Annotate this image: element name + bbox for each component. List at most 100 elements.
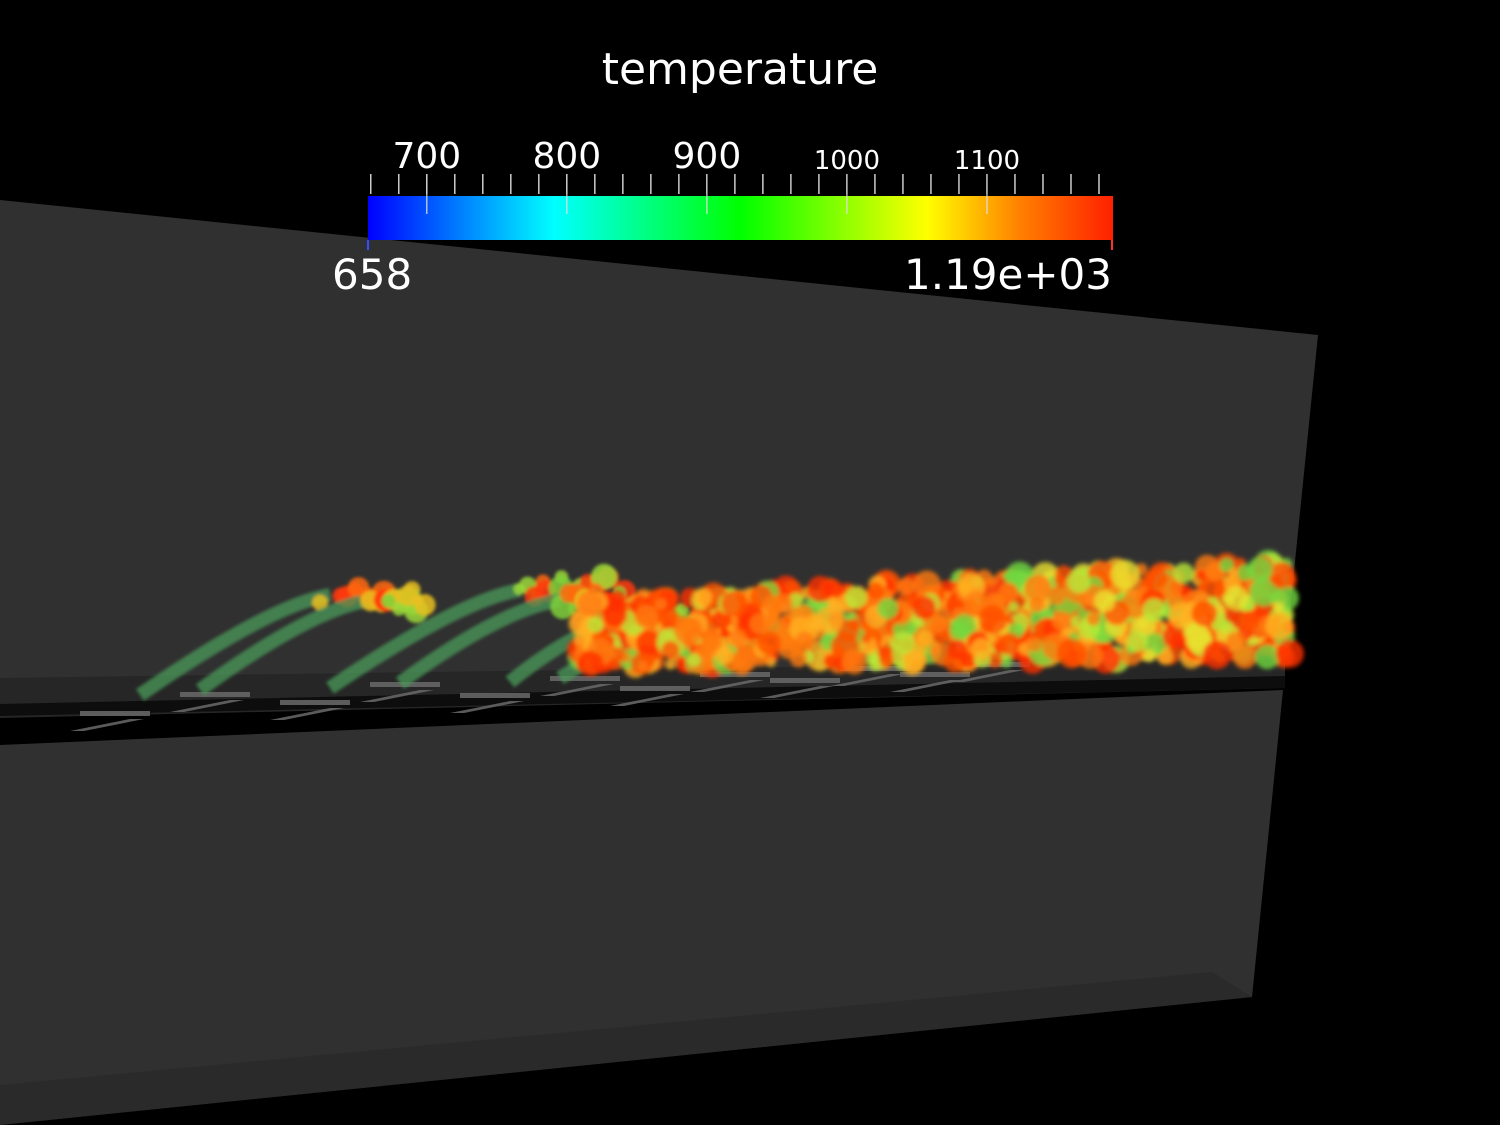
flame-region	[566, 549, 1304, 678]
jet-blob	[397, 585, 418, 606]
flame-blob	[997, 632, 1020, 655]
tick-label: 700	[392, 136, 462, 177]
flame-blob	[789, 649, 808, 668]
injector-port	[170, 700, 244, 712]
flame-blob	[1223, 585, 1249, 611]
flame-blob	[661, 640, 680, 660]
flame-blob	[1142, 598, 1166, 623]
flame-blob	[1094, 590, 1116, 612]
flame-blob	[729, 629, 747, 647]
flame-blob	[913, 570, 941, 599]
flame-blob	[1273, 601, 1285, 613]
flame-blob	[958, 580, 972, 593]
injector-port	[70, 719, 144, 731]
flame-blob	[848, 618, 861, 631]
flame-blob	[795, 631, 814, 649]
flame-blob	[1191, 600, 1218, 627]
flame-blob	[1265, 612, 1294, 640]
injector-port	[360, 690, 434, 702]
jet-plume	[395, 593, 562, 689]
scalar-bar-title: temperature	[601, 44, 879, 95]
flame-blob	[1056, 638, 1087, 669]
flame-blob	[692, 587, 713, 608]
flame-blob	[732, 647, 758, 672]
injector-port-bar	[180, 692, 250, 697]
flame-blob	[897, 577, 915, 596]
flame-blob	[903, 650, 926, 673]
flame-blob	[686, 653, 701, 667]
jet-plume	[326, 583, 522, 694]
flame-blob	[674, 616, 704, 646]
domain-back-wall	[0, 200, 1318, 680]
flame-blob	[978, 604, 1008, 634]
flame-blob	[1183, 622, 1210, 650]
flame-blob	[1168, 602, 1196, 629]
flame-blob	[749, 613, 771, 635]
flame-blob	[878, 652, 895, 668]
jet-plume	[195, 593, 372, 696]
flame-blob	[1226, 631, 1245, 651]
flame-blob	[1051, 611, 1072, 631]
flame-blob	[949, 619, 971, 641]
flame-blob	[665, 659, 676, 670]
injector-port-bar	[280, 700, 350, 705]
flame-blob	[1026, 637, 1042, 652]
scalar-bar-ticks	[370, 174, 1100, 214]
flame-blob	[1228, 567, 1239, 578]
injector-port-bar	[620, 686, 690, 691]
flame-blob	[1169, 632, 1187, 650]
flame-blob	[1023, 574, 1052, 603]
flame-blob	[1008, 601, 1019, 612]
injector-port	[690, 680, 764, 692]
flame-blob	[987, 575, 999, 587]
scalar-bar	[367, 174, 1113, 250]
injector-port	[830, 674, 904, 686]
flame-blob	[715, 646, 734, 665]
jet-blob	[414, 593, 436, 616]
injector-port	[950, 670, 1024, 682]
flame-blob	[1275, 639, 1304, 668]
injector-port	[890, 680, 964, 692]
flame-blob	[772, 593, 793, 614]
flame-blob	[757, 631, 781, 655]
flame-blob	[823, 654, 838, 669]
jet-blob	[591, 563, 617, 590]
tick-label: 1100	[953, 146, 1021, 176]
flame-blob	[655, 598, 667, 610]
flame-blob	[890, 631, 915, 656]
flame-blob	[1268, 562, 1296, 589]
flame-blob	[947, 639, 968, 660]
colormap-bar	[368, 196, 1113, 240]
flame-blob	[1146, 567, 1168, 589]
injector-port	[760, 686, 834, 698]
tick-label: 900	[672, 136, 742, 177]
flame-blob	[970, 638, 992, 660]
flame-blob	[867, 581, 885, 600]
flame-blob	[577, 650, 604, 677]
flame-blob	[844, 586, 868, 609]
flame-blob	[1116, 633, 1129, 646]
flame-blob	[1142, 648, 1156, 663]
flame-blob	[1254, 644, 1280, 670]
flame-blob	[998, 582, 1019, 603]
injector-port-bar	[80, 711, 150, 716]
injector-port	[450, 701, 524, 713]
flame-blob	[861, 633, 872, 644]
flame-blob	[1028, 597, 1045, 613]
flame-blob	[1249, 577, 1279, 607]
flame-blob	[587, 617, 604, 633]
flame-blob	[827, 596, 838, 607]
tick-label: 1000	[813, 146, 881, 176]
flame-blob	[712, 609, 732, 630]
flame-blob	[657, 613, 669, 625]
injector-port-bar	[900, 672, 970, 677]
range-max-label: 1.19e+03	[904, 250, 1112, 299]
flame-blob	[721, 590, 748, 617]
injector-port-bar	[770, 678, 840, 683]
flame-blob	[1238, 610, 1260, 631]
flame-blob	[916, 630, 933, 647]
flame-blob	[1067, 569, 1091, 594]
flame-blob	[1224, 608, 1239, 623]
flame-blob	[807, 575, 834, 603]
